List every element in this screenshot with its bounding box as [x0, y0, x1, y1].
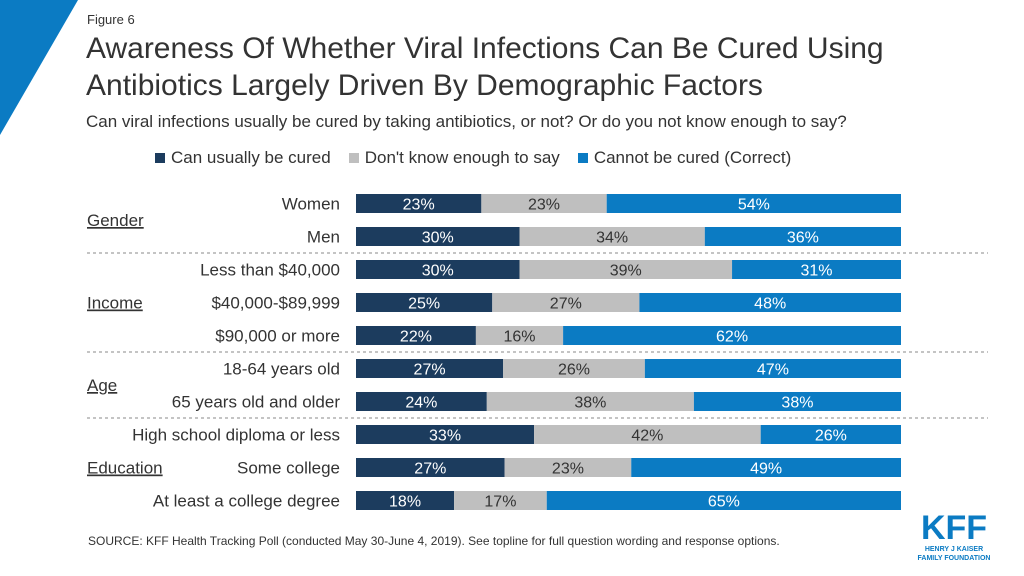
corner-accent-shape [0, 0, 78, 135]
bar-segment-cured [356, 359, 504, 378]
data-label-dontknow: 42% [631, 428, 663, 445]
data-label-cannot: 36% [787, 230, 819, 247]
bar-segment-dontknow [519, 227, 705, 246]
data-label-dontknow: 23% [552, 461, 584, 478]
category-label: Women [282, 195, 340, 214]
data-label-cannot: 47% [757, 362, 789, 379]
legend-item-dontknow: Don't know enough to say [348, 148, 560, 168]
legend-label-cannot: Cannot be cured (Correct) [593, 148, 792, 167]
chart-subtitle: Can viral infections usually be cured by… [86, 112, 847, 131]
logo-line1: HENRY J KAISER [925, 546, 983, 553]
bar-segment-cannot [693, 392, 901, 411]
group-label: Income [87, 294, 143, 313]
data-label-cured: 27% [414, 461, 446, 478]
data-label-cured: 22% [400, 329, 432, 346]
category-label: 18-64 years old [223, 360, 340, 379]
chart-legend: Can usually be cured Don't know enough t… [155, 148, 791, 168]
bar-segment-cured [356, 227, 520, 246]
bar-segment-cannot [639, 293, 901, 312]
bar-segment-dontknow [534, 425, 761, 444]
category-label: Men [307, 228, 340, 247]
data-label-cured: 30% [422, 263, 454, 280]
logo-text: KFF [921, 509, 987, 547]
data-label-dontknow: 38% [574, 395, 606, 412]
bar-segment-cured [356, 293, 493, 312]
bar-segment-cannot [732, 260, 901, 279]
bar-segment-cured [356, 491, 455, 510]
bar-segment-dontknow [486, 392, 694, 411]
data-label-dontknow: 23% [528, 197, 560, 214]
category-label: Some college [237, 459, 340, 478]
bar-segment-cured [356, 194, 482, 213]
data-label-dontknow: 39% [610, 263, 642, 280]
kff-logo: KFF HENRY J KAISER FAMILY FOUNDATION [918, 509, 991, 562]
bar-segment-cannot [631, 458, 901, 477]
bar-segment-cured [356, 458, 505, 477]
bar-segment-dontknow [481, 194, 607, 213]
bar-segment-dontknow [504, 458, 632, 477]
data-label-cannot: 49% [750, 461, 782, 478]
data-label-cannot: 54% [738, 197, 770, 214]
logo-line2: FAMILY FOUNDATION [918, 555, 991, 562]
data-label-cannot: 65% [708, 494, 740, 511]
category-label: $40,000-$89,999 [211, 294, 340, 313]
category-label: Less than $40,000 [200, 261, 340, 280]
group-label: Gender [87, 211, 144, 230]
data-label-cannot: 26% [815, 428, 847, 445]
bar-segment-cured [356, 425, 535, 444]
data-label-cured: 33% [429, 428, 461, 445]
legend-item-cannot: Cannot be cured (Correct) [577, 148, 792, 168]
chart-title: Awareness Of Whether Viral Infections Ca… [86, 32, 884, 102]
bar-segment-dontknow [503, 359, 645, 378]
bar-segment-cured [356, 326, 476, 345]
data-label-cannot: 62% [716, 329, 748, 346]
data-label-dontknow: 16% [503, 329, 535, 346]
bar-segment-cannot [704, 227, 901, 246]
legend-swatch-cannot [577, 153, 588, 163]
figure-label: Figure 6 [87, 12, 135, 27]
bar-segment-dontknow [454, 491, 547, 510]
data-label-cured: 27% [414, 362, 446, 379]
bar-segment-dontknow [519, 260, 733, 279]
data-label-cured: 24% [405, 395, 437, 412]
legend-label-dontknow: Don't know enough to say [364, 148, 560, 167]
data-label-cannot: 38% [781, 395, 813, 412]
legend-swatch-dontknow [348, 153, 359, 163]
data-label-cannot: 48% [754, 296, 786, 313]
bar-segment-cannot [546, 491, 901, 510]
legend-swatch-cured [155, 153, 165, 163]
data-label-dontknow: 34% [596, 230, 628, 247]
data-label-cured: 25% [408, 296, 440, 313]
bar-segment-dontknow [475, 326, 564, 345]
data-label-dontknow: 17% [484, 494, 516, 511]
category-label: High school diploma or less [132, 426, 340, 445]
data-label-cured: 30% [422, 230, 454, 247]
data-label-dontknow: 26% [558, 362, 590, 379]
bar-segment-cannot [606, 194, 901, 213]
category-label: 65 years old and older [172, 393, 341, 412]
data-label-cured: 23% [403, 197, 435, 214]
legend-label-cured: Can usually be cured [171, 148, 331, 167]
bar-segment-cannot [563, 326, 901, 345]
category-label: At least a college degree [153, 492, 340, 511]
data-label-dontknow: 27% [550, 296, 582, 313]
bar-segment-cannot [760, 425, 901, 444]
bar-segment-cured [356, 392, 487, 411]
data-label-cannot: 31% [801, 263, 833, 280]
group-label: Age [87, 376, 117, 395]
category-label: $90,000 or more [215, 327, 340, 346]
group-label: Education [87, 459, 163, 478]
legend-item-cured: Can usually be cured [155, 148, 331, 168]
bar-segment-cannot [644, 359, 901, 378]
source-note: SOURCE: KFF Health Tracking Poll (conduc… [88, 534, 780, 548]
bar-segment-cured [356, 260, 520, 279]
data-label-cured: 18% [389, 494, 421, 511]
bar-segment-dontknow [492, 293, 640, 312]
